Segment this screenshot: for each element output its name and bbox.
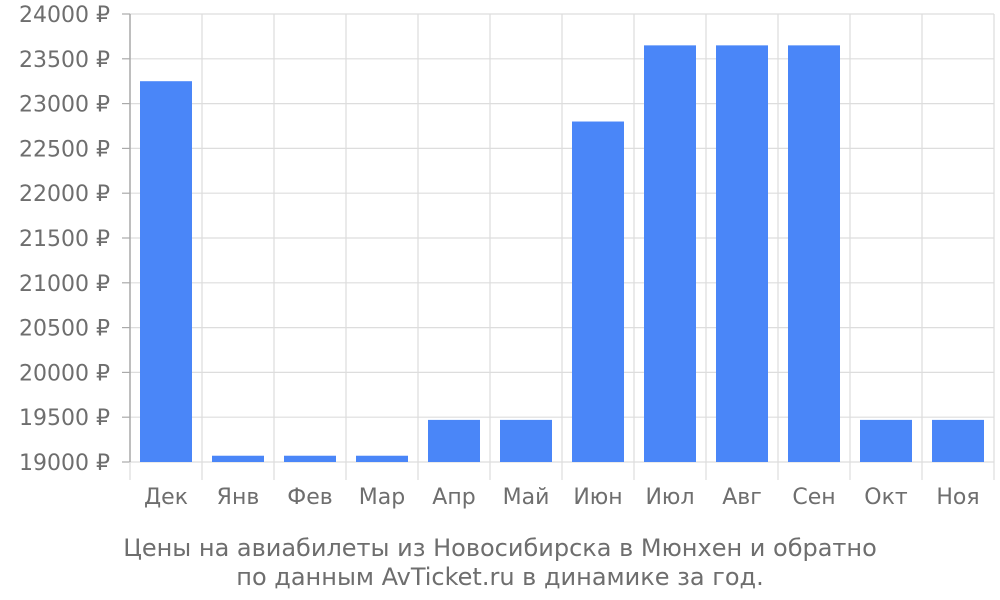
y-tick-label: 24000 ₽ bbox=[19, 3, 110, 28]
y-tick-label: 20500 ₽ bbox=[19, 317, 110, 342]
chart-caption-line2: по данным AvTicket.ru в динамике за год. bbox=[236, 563, 764, 591]
y-tick-label: 21000 ₽ bbox=[19, 272, 110, 297]
bar-chart: 19000 ₽ 19500 ₽ 20000 ₽ 20500 ₽ 21000 ₽ 21500… bbox=[19, 3, 995, 510]
axes bbox=[122, 13, 995, 480]
x-tick-label: Июл bbox=[645, 485, 694, 510]
bar-4 bbox=[356, 455, 408, 462]
y-tick-label: 22500 ₽ bbox=[19, 137, 110, 162]
bar-6 bbox=[500, 419, 552, 462]
x-tick-label: Мар bbox=[359, 485, 405, 510]
bar-8 bbox=[644, 45, 696, 463]
bar-5 bbox=[428, 419, 480, 462]
bar-3 bbox=[284, 455, 336, 462]
x-axis-labels: Дек Янв Фев Мар Апр Май Июн Июл Авг Сен Окт Ноя bbox=[144, 485, 980, 510]
x-tick-label: Авг bbox=[722, 485, 762, 510]
bar-12 bbox=[932, 419, 984, 462]
y-tick-label: 20000 ₽ bbox=[19, 361, 110, 386]
bar-9 bbox=[716, 45, 768, 463]
y-tick-label: 23000 ₽ bbox=[19, 93, 110, 118]
y-axis-labels: 19000 ₽ 19500 ₽ 20000 ₽ 20500 ₽ 21000 ₽ 21500… bbox=[19, 3, 110, 476]
x-tick-label: Фев bbox=[287, 485, 332, 510]
x-tick-label: Дек bbox=[144, 485, 188, 510]
y-tick-label: 22000 ₽ bbox=[19, 182, 110, 207]
y-tick-label: 21500 ₽ bbox=[19, 227, 110, 252]
x-tick-label: Май bbox=[503, 485, 550, 510]
x-tick-label: Ноя bbox=[936, 485, 979, 510]
y-tick-label: 19500 ₽ bbox=[19, 406, 110, 431]
x-tick-label: Сен bbox=[792, 485, 835, 510]
y-tick-label: 23500 ₽ bbox=[19, 48, 110, 73]
bar-10 bbox=[788, 45, 840, 463]
chart-caption-line1: Цены на авиабилеты из Новосибирска в Мюн… bbox=[123, 534, 877, 562]
x-tick-label: Апр bbox=[432, 485, 475, 510]
bar-7 bbox=[572, 121, 624, 463]
x-tick-label: Окт bbox=[864, 485, 908, 510]
bar-1 bbox=[140, 81, 192, 462]
bar-11 bbox=[860, 419, 912, 462]
x-tick-label: Янв bbox=[217, 485, 260, 510]
bar-2 bbox=[212, 455, 264, 462]
y-tick-label: 19000 ₽ bbox=[19, 451, 110, 476]
bars bbox=[140, 45, 984, 463]
grid-lines bbox=[129, 13, 995, 463]
x-tick-label: Июн bbox=[573, 485, 622, 510]
